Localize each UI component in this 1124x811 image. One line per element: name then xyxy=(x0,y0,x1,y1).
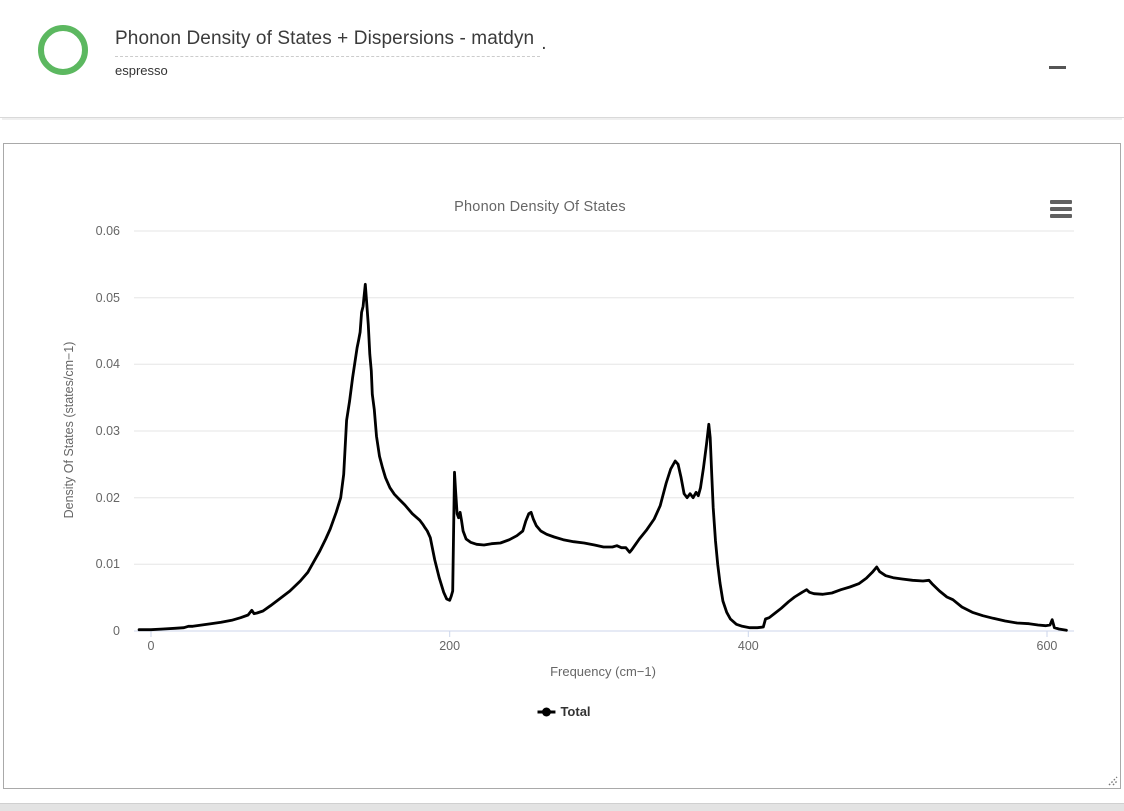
x-axis-tick-label: 0 xyxy=(147,639,155,653)
y-axis-tick-label: 0.02 xyxy=(95,490,120,505)
y-axis-tick-label: 0.06 xyxy=(95,224,120,238)
dos-plot xyxy=(134,230,1074,637)
chart-title: Phonon Density Of States xyxy=(454,199,626,215)
x-axis-tick-label: 600 xyxy=(1036,639,1058,653)
x-axis-title: Frequency (cm−1) xyxy=(550,664,656,679)
y-axis-tick-label: 0.05 xyxy=(95,290,120,305)
x-axis-tick-label: 200 xyxy=(439,639,461,653)
legend-item-total[interactable]: Total xyxy=(537,704,591,719)
line-with-dot-marker xyxy=(537,707,556,716)
header-titles: Phonon Density of States + Dispersions -… xyxy=(115,28,547,78)
y-axis-tick-label: 0 xyxy=(113,624,120,638)
app-title[interactable]: Phonon Density of States + Dispersions -… xyxy=(115,28,541,57)
y-axis-tick-label: 0.01 xyxy=(95,557,120,572)
bottom-strip xyxy=(0,803,1124,811)
app-subtitle: espresso xyxy=(115,63,168,78)
green-ring-icon xyxy=(38,25,88,75)
chart-panel: Phonon Density Of States 0 200 400 600 0 0.0… xyxy=(3,143,1121,789)
app-header: Phonon Density of States + Dispersions -… xyxy=(0,0,1124,118)
x-axis-tick-label: 400 xyxy=(737,639,759,653)
resize-grip-icon[interactable] xyxy=(1105,773,1118,786)
minus-icon xyxy=(1048,65,1066,69)
minimize-button[interactable] xyxy=(1041,48,1073,74)
chart-menu-button[interactable] xyxy=(1047,198,1075,222)
hamburger-icon xyxy=(1050,200,1072,204)
title-dot: . xyxy=(541,33,547,54)
y-axis-tick-label: 0.04 xyxy=(95,357,120,372)
y-axis-tick-label: 0.03 xyxy=(95,424,120,438)
legend-label: Total xyxy=(560,704,591,719)
y-axis-title: Density Of States (states/cm−1) xyxy=(62,341,76,519)
